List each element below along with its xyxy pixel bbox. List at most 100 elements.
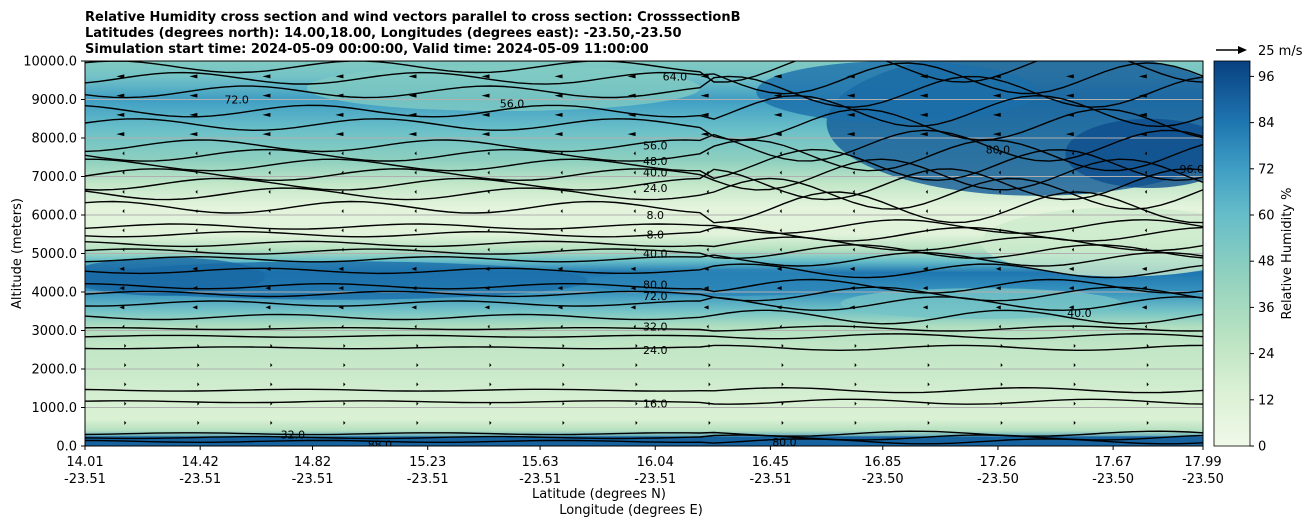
wind-vector-158 [706,228,709,233]
wind-vector-24 [781,401,784,406]
wind-vector-163 [1071,228,1074,233]
y-tick-label-3: 3000.0 [32,324,78,339]
wind-vector-96 [557,305,563,310]
colorbar-tick-label-5: 60 [1258,209,1275,224]
wind-vector-49 [416,363,419,368]
wind-vector-261 [554,93,563,98]
colorbar-tick-label-3: 36 [1258,301,1275,316]
plot-area: 8.08.016.024.024.032.040.040.048.056.064… [85,61,1203,446]
wind-vector-222 [998,151,1001,156]
wind-vector-95 [484,305,490,310]
contour-line-7 [85,325,1203,332]
contour-label-16: 72.0 [224,94,249,107]
contour-line-6 [85,333,1203,340]
wind-vector-153 [341,228,344,233]
wind-vector-255 [116,93,125,98]
wind-vector-80 [487,324,490,329]
wind-vector-8 [708,420,711,425]
wind-vector-141 [560,247,563,252]
rh-anomaly-1 [1065,118,1203,189]
wind-vector-169 [414,209,417,214]
wind-vector-273 [335,74,344,79]
wind-vector-88 [1071,324,1074,329]
y-tick-label-8: 8000.0 [32,132,78,147]
contour-line-5 [85,344,1203,352]
y-tick-label-9: 9000.0 [32,93,78,108]
quiver-key: 25 m/s [1216,44,1303,59]
wind-vector-48 [343,363,346,368]
wind-vector-20 [489,401,492,406]
wind-vector-152 [268,228,271,233]
wind-vector-17 [270,401,273,406]
colorbar-tick-label-6: 72 [1258,162,1275,177]
wind-vector-26 [927,401,930,406]
wind-vector-5 [489,420,492,425]
contour-label-7: 40.0 [643,167,668,180]
wind-vector-226 [189,132,198,137]
wind-vector-28 [1073,401,1076,406]
wind-vector-131 [922,266,928,271]
x-tick-lat-label-6: 16.45 [752,455,789,470]
wind-vector-97 [630,305,636,310]
wind-vector-73 [1073,343,1076,348]
wind-vector-212 [268,151,271,156]
wind-vector-117 [995,286,1001,291]
contour-line-8 [85,309,1203,325]
wind-vector-229 [408,132,417,137]
contour-label-1: 8.0 [646,228,664,241]
wind-vector-194 [1144,189,1147,194]
wind-vector-133 [1068,266,1074,271]
wind-vector-178 [1071,209,1074,214]
wind-vector-182 [268,189,271,194]
wind-vector-50 [489,363,492,368]
wind-vector-38 [708,382,711,387]
wind-vector-219 [779,151,782,156]
wind-vector-265 [846,93,855,98]
wind-vector-213 [341,151,344,156]
y-tick-label-4: 4000.0 [32,286,78,301]
wind-vector-16 [197,401,200,406]
wind-vector-168 [341,209,344,214]
wind-vector-196 [195,170,198,175]
wind-vector-124 [411,266,417,271]
wind-vector-146 [925,247,928,252]
contour-label-0: 8.0 [646,209,664,222]
colorbar-tick-label-8: 96 [1258,70,1275,85]
wind-vector-122 [265,266,271,271]
wind-vector-21 [562,401,565,406]
contour-line-26 [85,94,1203,128]
wind-vector-44 [1146,382,1149,387]
wind-vector-11 [927,420,930,425]
wind-vector-179 [1144,209,1147,214]
wind-vector-159 [779,228,782,233]
wind-vector-197 [268,170,271,175]
wind-vector-55 [854,363,857,368]
wind-vector-215 [487,151,490,156]
contour-line-2 [85,430,1203,437]
wind-vector-238 [1065,132,1074,137]
wind-vector-203 [706,170,709,175]
wind-vector-46 [197,363,200,368]
wind-vector-244 [408,112,417,117]
contour-line-10 [85,286,1203,302]
contour-line-11 [85,278,1203,294]
wind-vector-170 [487,209,490,214]
contour-line-12 [85,263,1203,279]
wind-vector-27 [1000,401,1003,406]
wind-vector-36 [562,382,565,387]
wind-vector-177 [998,209,1001,214]
wind-vector-202 [633,170,636,175]
rh-contour-lines [85,61,1203,445]
wind-vector-185 [487,189,490,194]
wind-vector-140 [487,247,490,252]
wind-vector-34 [416,382,419,387]
x-tick-lon-label-6: -23.51 [749,472,791,487]
contour-line-0 [85,438,1203,445]
wind-vector-43 [1073,382,1076,387]
x-tick-lon-label-10: -23.50 [1182,472,1224,487]
wind-vector-118 [1068,286,1074,291]
wind-vector-0 [124,420,127,425]
y-tick-label-0: 0.0 [56,440,77,455]
wind-vector-235 [846,132,855,137]
